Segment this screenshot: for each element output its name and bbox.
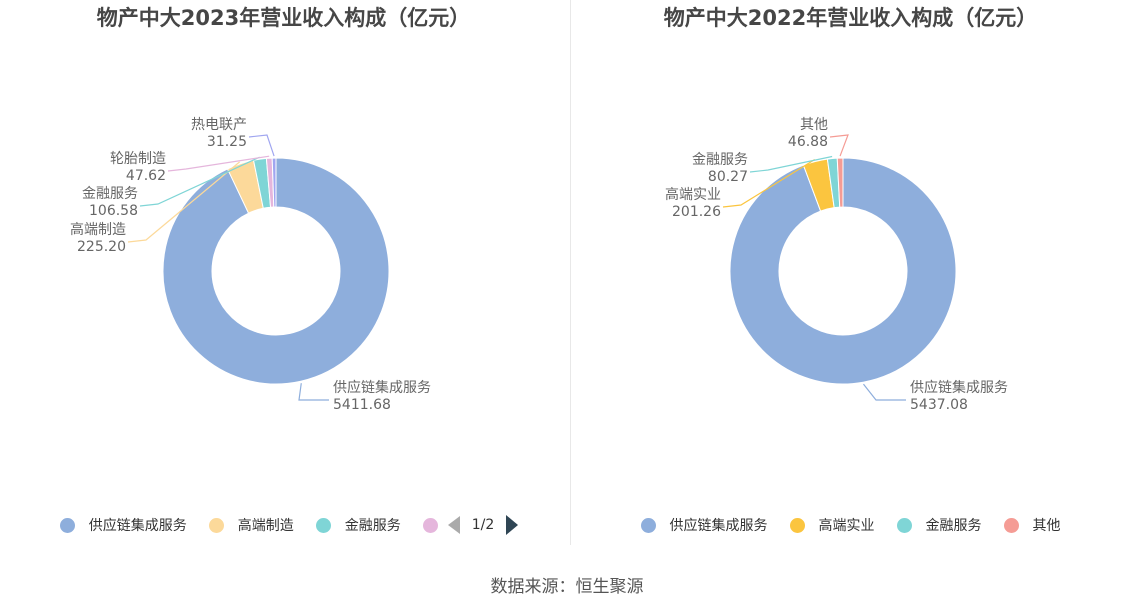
legend-item-0-0[interactable]: 供应链集成服务	[59, 515, 187, 535]
slice-name-label-1-0: 供应链集成服务	[910, 379, 1008, 396]
legend-label: 金融服务	[925, 518, 982, 534]
legend-swatch	[640, 517, 656, 533]
legend-swatch	[896, 517, 912, 533]
slice-name-label-0-0: 供应链集成服务	[333, 379, 431, 396]
slice-value-label-0-0: 5411.68	[333, 397, 391, 413]
legend-swatch	[789, 517, 805, 533]
legend-swatch	[422, 517, 438, 533]
leader-line-0-2	[139, 156, 260, 207]
leader-line-1-3	[829, 134, 849, 157]
legend-item-0-1[interactable]: 高端制造	[208, 515, 294, 535]
legend-swatch	[1003, 517, 1019, 533]
pie-slice-1-3[interactable]	[836, 157, 844, 208]
legend-item-1-1[interactable]: 高端实业	[789, 515, 875, 535]
legend-label: 供应链集成服务	[669, 518, 768, 534]
slice-name-label-1-2: 金融服务	[692, 152, 748, 168]
slice-value-label-0-1: 225.20	[77, 239, 126, 255]
leader-line-0-0	[298, 383, 329, 401]
chart-2023: 物产中大2023年营业收入构成（亿元） 供应链集成服务 5411.68 高端制造 22…	[0, 0, 567, 560]
legend-item-0-3[interactable]	[422, 517, 438, 533]
pager-prev-icon[interactable]	[447, 516, 460, 534]
legend-label: 金融服务	[344, 518, 401, 534]
legend-label: 其他	[1032, 518, 1061, 534]
slice-value-label-1-2: 80.27	[708, 169, 748, 185]
legend-label: 高端实业	[818, 518, 875, 534]
legend-swatch	[59, 517, 75, 533]
legend-2023: 供应链集成服务 高端制造 金融服务 1/2	[0, 512, 567, 538]
leader-line-0-1	[127, 161, 241, 243]
leader-line-0-4	[248, 134, 275, 157]
leader-line-1-2	[749, 155, 833, 173]
legend-label: 高端制造	[237, 518, 294, 534]
legend-swatch	[315, 517, 331, 533]
chart-title-2023: 物产中大2023年营业收入构成（亿元）	[96, 6, 471, 30]
legend-pager: 1/2	[447, 515, 519, 535]
slice-value-label-0-2: 106.58	[89, 203, 138, 219]
data-source: 数据来源：恒生聚源	[490, 577, 644, 597]
legend-swatch	[208, 517, 224, 533]
slice-name-label-1-3: 其他	[800, 117, 828, 133]
legend-item-1-3[interactable]: 其他	[1003, 515, 1061, 535]
pie-slice-1-0[interactable]	[729, 157, 957, 385]
pager-next-icon[interactable]	[506, 515, 519, 535]
divider	[570, 0, 571, 545]
legend-label: 供应链集成服务	[88, 518, 187, 534]
leader-line-1-0	[862, 383, 906, 401]
slice-name-label-0-2: 金融服务	[82, 186, 138, 202]
slice-name-label-1-1: 高端实业	[665, 186, 721, 203]
slice-name-label-0-3: 轮胎制造	[110, 151, 166, 167]
slice-value-label-1-1: 201.26	[672, 204, 721, 220]
pager-text: 1/2	[471, 517, 495, 533]
slice-value-label-1-3: 46.88	[788, 134, 828, 150]
legend-item-1-2[interactable]: 金融服务	[896, 515, 982, 535]
leader-line-1-1	[722, 159, 816, 208]
chart-2022: 物产中大2022年营业收入构成（亿元） 供应链集成服务 5437.08 高端实业 20…	[567, 0, 1134, 560]
slice-value-label-0-4: 31.25	[207, 134, 247, 150]
legend-item-1-0[interactable]: 供应链集成服务	[640, 515, 768, 535]
slice-name-label-0-4: 热电联产	[191, 117, 247, 133]
pie-slice-0-4[interactable]	[271, 157, 277, 208]
slice-name-label-0-1: 高端制造	[70, 221, 126, 238]
pie-slice-0-0[interactable]	[162, 157, 390, 385]
slice-value-label-0-3: 47.62	[126, 168, 166, 184]
legend-2022: 供应链集成服务 高端实业 金融服务 其他	[567, 512, 1134, 538]
chart-title-2022: 物产中大2022年营业收入构成（亿元）	[663, 6, 1038, 30]
slice-value-label-1-0: 5437.08	[910, 397, 968, 413]
legend-item-0-2[interactable]: 金融服务	[315, 515, 401, 535]
leader-line-0-3	[167, 155, 270, 172]
